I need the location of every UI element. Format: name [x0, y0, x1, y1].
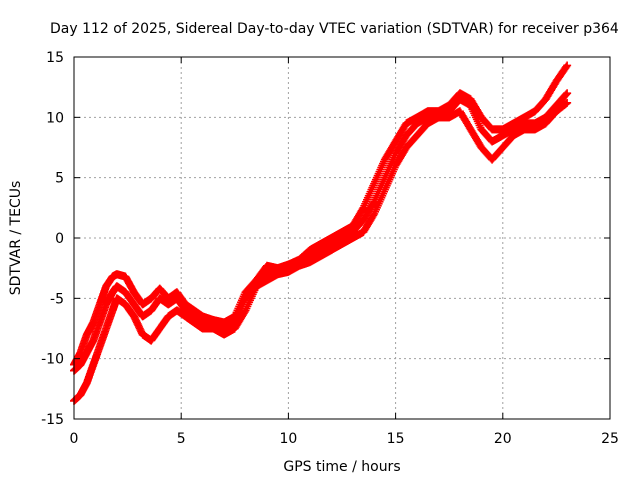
series-1: [70, 98, 572, 405]
x-tick-label: 15: [387, 431, 405, 447]
data-point: [369, 211, 378, 220]
x-tick-label: 0: [70, 431, 79, 447]
data-point: [563, 61, 572, 70]
series-2: [70, 61, 572, 369]
series-0: [70, 89, 572, 375]
x-tick-label: 25: [601, 431, 619, 447]
y-tick-label: 5: [55, 171, 64, 187]
y-tick-label: -15: [41, 412, 64, 428]
chart-title: Day 112 of 2025, Sidereal Day-to-day VTE…: [50, 21, 619, 37]
y-tick-label: 10: [46, 110, 64, 126]
data-points: [70, 61, 572, 405]
x-tick-label: 5: [177, 431, 186, 447]
data-point: [562, 90, 571, 99]
data-point: [358, 205, 367, 214]
x-axis-label: GPS time / hours: [283, 459, 400, 475]
y-axis-ticks: -15 -10 -5 0 5 10 15: [41, 50, 610, 428]
x-tick-label: 10: [279, 431, 297, 447]
y-tick-label: -10: [41, 352, 64, 368]
data-point: [240, 307, 249, 316]
y-tick-label: -5: [50, 291, 64, 307]
y-tick-label: 15: [46, 50, 64, 66]
y-tick-label: 0: [55, 231, 64, 247]
x-tick-label: 20: [494, 431, 512, 447]
x-axis-ticks: 0 5 10 15 20 25: [70, 57, 619, 447]
data-point: [563, 89, 572, 98]
data-point: [563, 98, 572, 107]
data-point: [562, 62, 571, 71]
y-axis-label: SDTVAR / TECUs: [8, 181, 24, 296]
